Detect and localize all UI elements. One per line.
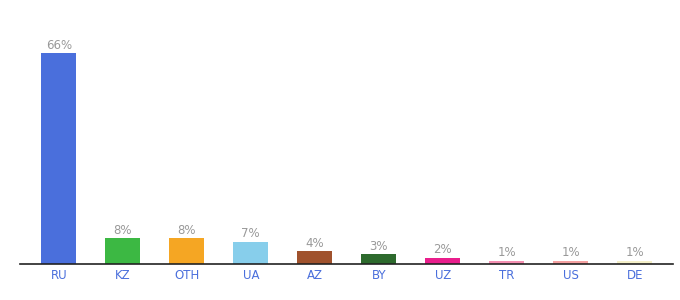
Bar xyxy=(105,238,140,264)
Text: 66%: 66% xyxy=(46,39,72,52)
Bar xyxy=(233,242,269,264)
Text: 4%: 4% xyxy=(305,237,324,250)
Text: 8%: 8% xyxy=(114,224,132,237)
Text: 8%: 8% xyxy=(177,224,196,237)
Text: 2%: 2% xyxy=(433,243,452,256)
Bar xyxy=(617,261,652,264)
Bar xyxy=(297,251,333,264)
Bar xyxy=(425,258,460,264)
Text: 1%: 1% xyxy=(498,246,516,259)
Bar xyxy=(41,53,76,264)
Bar xyxy=(554,261,588,264)
Text: 7%: 7% xyxy=(241,227,260,240)
Text: 3%: 3% xyxy=(369,240,388,253)
Text: 1%: 1% xyxy=(562,246,580,259)
Bar xyxy=(361,254,396,264)
Text: 1%: 1% xyxy=(626,246,644,259)
Bar xyxy=(169,238,205,264)
Bar xyxy=(489,261,524,264)
